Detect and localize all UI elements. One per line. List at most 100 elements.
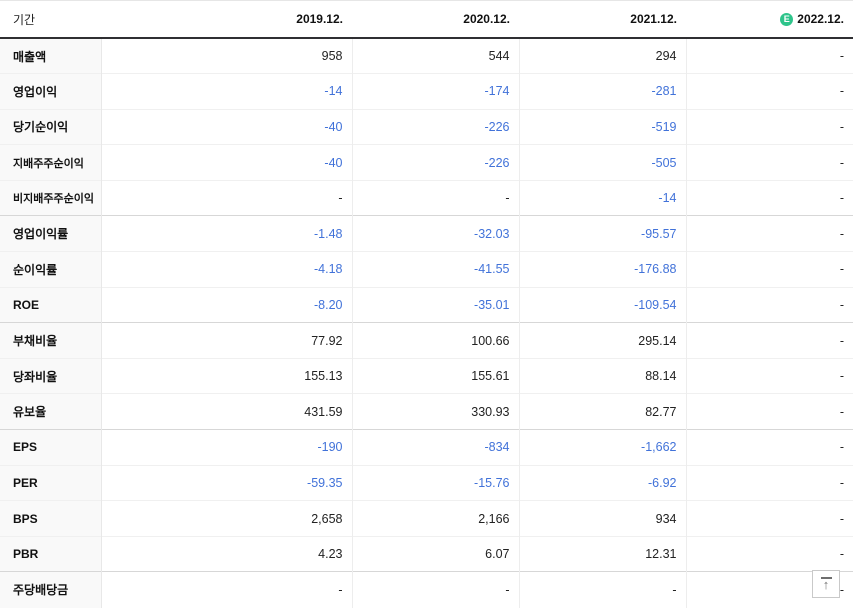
cell-value: -: [686, 180, 853, 216]
row-label: 순이익률: [0, 251, 102, 288]
column-header-2022-label: 2022.12.: [797, 12, 844, 26]
cell-value: 2,658: [101, 500, 353, 537]
cell-value: -40: [101, 109, 353, 145]
row-label: 부채비율: [0, 322, 102, 359]
row-label: 영업이익률: [0, 215, 102, 252]
cell-value: -109.54: [519, 287, 687, 323]
scroll-to-top-button[interactable]: ↑: [812, 570, 840, 598]
table-row: 영업이익률 -1.48 -32.03 -95.57-: [0, 215, 853, 252]
column-header-2020: 2020.12.: [352, 1, 519, 39]
table-row: 비지배주주순이익 - - -14-: [0, 180, 853, 216]
estimate-icon: E: [780, 13, 794, 26]
cell-value: -176.88: [519, 251, 687, 288]
cell-value: 155.61: [352, 358, 520, 394]
cell-value: -: [519, 571, 687, 608]
row-label: 비지배주주순이익: [0, 180, 102, 216]
row-label: PBR: [0, 536, 102, 572]
column-header-2019: 2019.12.: [101, 1, 352, 39]
row-label: 당좌비율: [0, 358, 102, 394]
cell-value: 4.23: [101, 536, 353, 572]
cell-value: 330.93: [352, 393, 520, 430]
cell-value: -: [352, 571, 520, 608]
cell-value: 431.59: [101, 393, 353, 430]
table-row: 당좌비율 155.13 155.61 88.14-: [0, 358, 853, 394]
header-row: 기간 2019.12. 2020.12. 2021.12. E 2022.12.: [0, 1, 853, 39]
cell-value: 544: [352, 38, 520, 74]
row-label: 유보율: [0, 393, 102, 430]
row-label: 주당배당금: [0, 571, 102, 608]
table-row: 순이익률 -4.18 -41.55 -176.88-: [0, 251, 853, 288]
row-label: 매출액: [0, 38, 102, 74]
cell-value: -95.57: [519, 215, 687, 252]
table-row: 지배주주순이익 -40 -226 -505-: [0, 144, 853, 181]
cell-value: -: [686, 73, 853, 110]
table-row: ROE -8.20 -35.01 -109.54-: [0, 287, 853, 323]
cell-value: -226: [352, 144, 520, 181]
cell-value: 294: [519, 38, 687, 74]
cell-value: -6.92: [519, 465, 687, 501]
table-row: 부채비율 77.92 100.66 295.14-: [0, 322, 853, 359]
row-label: 지배주주순이익: [0, 144, 102, 181]
cell-value: -519: [519, 109, 687, 145]
cell-value: -40: [101, 144, 353, 181]
table-row: EPS -190 -834 -1,662-: [0, 429, 853, 466]
cell-value: -174: [352, 73, 520, 110]
table-body: 매출액 958 544 294- 영업이익 -14 -174 -281- 당기순이익 -40 -22…: [0, 38, 853, 608]
cell-value: 934: [519, 500, 687, 537]
table-row: 영업이익 -14 -174 -281-: [0, 73, 853, 110]
cell-value: -834: [352, 429, 520, 466]
cell-value: -41.55: [352, 251, 520, 288]
cell-value: 2,166: [352, 500, 520, 537]
cell-value: -: [686, 144, 853, 181]
cell-value: -: [686, 109, 853, 145]
cell-value: -: [686, 536, 853, 572]
column-header-2022-estimate: E 2022.12.: [686, 1, 853, 39]
cell-value: -: [686, 251, 853, 288]
cell-value: -: [352, 180, 520, 216]
table-row: BPS 2,658 2,166 934-: [0, 500, 853, 537]
cell-value: -: [686, 393, 853, 430]
row-label: ROE: [0, 287, 102, 323]
table-row: 유보율 431.59 330.93 82.77-: [0, 393, 853, 430]
cell-value: 6.07: [352, 536, 520, 572]
cell-value: -: [686, 215, 853, 252]
cell-value: 295.14: [519, 322, 687, 359]
column-header-2021: 2021.12.: [519, 1, 686, 39]
cell-value: 77.92: [101, 322, 353, 359]
cell-value: -4.18: [101, 251, 353, 288]
row-label: 영업이익: [0, 73, 102, 110]
table-row: 당기순이익 -40 -226 -519-: [0, 109, 853, 145]
cell-value: -32.03: [352, 215, 520, 252]
cell-value: 155.13: [101, 358, 353, 394]
cell-value: -190: [101, 429, 353, 466]
cell-value: 82.77: [519, 393, 687, 430]
table-row: 매출액 958 544 294-: [0, 38, 853, 74]
cell-value: 88.14: [519, 358, 687, 394]
table-row: PER -59.35 -15.76 -6.92-: [0, 465, 853, 501]
cell-value: -35.01: [352, 287, 520, 323]
row-label: PER: [0, 465, 102, 501]
row-label: BPS: [0, 500, 102, 537]
cell-value: -: [686, 500, 853, 537]
cell-value: -: [101, 571, 353, 608]
table-row: PBR 4.23 6.07 12.31-: [0, 536, 853, 572]
cell-value: -226: [352, 109, 520, 145]
cell-value: -: [686, 322, 853, 359]
cell-value: -: [686, 465, 853, 501]
cell-value: 958: [101, 38, 353, 74]
cell-value: -: [686, 358, 853, 394]
cell-value: -8.20: [101, 287, 353, 323]
table-header: 기간 2019.12. 2020.12. 2021.12. E 2022.12.: [0, 1, 853, 39]
cell-value: -15.76: [352, 465, 520, 501]
cell-value: -: [101, 180, 353, 216]
cell-value: 100.66: [352, 322, 520, 359]
cell-value: -14: [519, 180, 687, 216]
cell-value: -1.48: [101, 215, 353, 252]
cell-value: -: [686, 287, 853, 323]
cell-value: -14: [101, 73, 353, 110]
row-label: EPS: [0, 429, 102, 466]
cell-value: 12.31: [519, 536, 687, 572]
cell-value: -1,662: [519, 429, 687, 466]
row-label: 당기순이익: [0, 109, 102, 145]
